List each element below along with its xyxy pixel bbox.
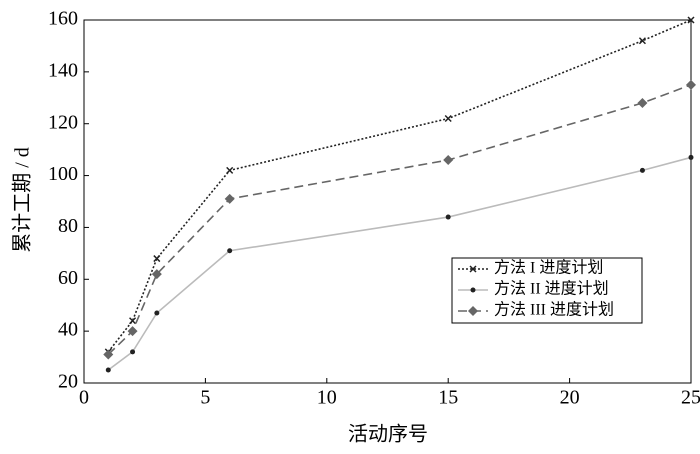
marker <box>688 154 694 160</box>
x-tick-label: 15 <box>438 387 458 409</box>
legend-label: 方法 III 进度计划 <box>494 301 614 319</box>
marker <box>443 155 454 166</box>
marker <box>638 37 646 45</box>
marker <box>686 79 696 90</box>
marker <box>105 367 111 373</box>
y-tick-label: 80 <box>58 215 78 237</box>
legend-marker <box>468 306 478 316</box>
marker <box>687 16 695 24</box>
y-tick-label: 100 <box>48 163 78 185</box>
marker <box>103 349 114 360</box>
x-tick-label: 5 <box>200 387 210 409</box>
y-tick-label: 160 <box>48 8 78 30</box>
marker <box>445 214 451 220</box>
marker <box>224 193 235 204</box>
marker <box>227 248 233 254</box>
marker <box>151 269 162 280</box>
x-tick-label: 25 <box>681 387 700 409</box>
marker <box>154 310 160 316</box>
x-tick-label: 10 <box>317 387 337 409</box>
marker <box>639 167 645 173</box>
marker <box>130 349 136 355</box>
y-tick-label: 40 <box>58 319 78 341</box>
legend-label: 方法 I 进度计划 <box>494 259 603 277</box>
x-tick-label: 0 <box>79 387 89 409</box>
y-tick-label: 20 <box>58 371 78 393</box>
y-axis-label: 累计工期 / d <box>11 147 34 253</box>
marker <box>226 166 234 174</box>
x-tick-label: 20 <box>560 387 580 409</box>
marker <box>637 97 648 108</box>
x-axis-label: 活动序号 <box>348 423 428 446</box>
legend-marker <box>469 265 477 273</box>
marker <box>129 317 137 325</box>
plot-frame <box>83 19 692 384</box>
legend-marker <box>470 287 476 293</box>
y-tick-label: 140 <box>48 59 78 81</box>
marker <box>127 326 138 337</box>
legend-label: 方法 II 进度计划 <box>494 280 609 298</box>
marker <box>444 114 452 123</box>
y-tick-label: 120 <box>48 111 78 133</box>
y-tick-label: 60 <box>58 267 78 289</box>
marker <box>153 255 161 263</box>
